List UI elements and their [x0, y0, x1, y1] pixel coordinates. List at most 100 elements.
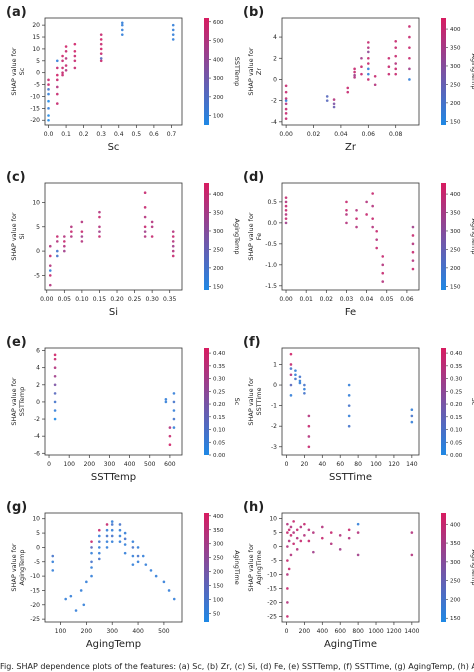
data-point: [61, 54, 64, 58]
data-point: [97, 534, 101, 538]
x-tick-label: 40: [318, 461, 326, 468]
figure-caption: Fig. SHAP dependence plots of the featur…: [0, 662, 474, 671]
y-tick-label: -2: [34, 416, 40, 423]
data-point: [411, 225, 415, 229]
data-point: [284, 221, 288, 225]
colorbar-tick-label: 250: [450, 579, 461, 585]
data-point: [375, 229, 378, 233]
data-point: [289, 534, 293, 537]
x-tick-label: 500: [158, 628, 170, 635]
data-point: [353, 76, 356, 79]
y-tick-label: 5: [36, 58, 40, 65]
data-point: [131, 546, 135, 549]
data-point: [53, 392, 57, 395]
data-point: [284, 200, 288, 204]
y-tick-label: 20: [32, 22, 40, 29]
colorbar-tick-label: 200: [213, 95, 224, 101]
x-tick-label: 0.00: [279, 296, 293, 303]
y-tick-label: 15: [32, 34, 40, 41]
data-point: [289, 553, 293, 557]
colorbar-tick-label: 0.25: [450, 389, 463, 395]
x-tick-label: 0.02: [307, 131, 321, 138]
data-point: [64, 64, 68, 67]
x-tick-label: 400: [317, 628, 329, 635]
data-point: [64, 57, 68, 60]
y-tick-label: 5: [36, 530, 40, 537]
data-point: [53, 417, 57, 421]
data-point: [80, 230, 84, 233]
data-point: [164, 400, 168, 404]
data-point: [99, 33, 103, 36]
colorbar-tick-label: 0.05: [213, 440, 226, 446]
data-point: [162, 580, 166, 584]
colorbar-tick-label: 400: [450, 27, 461, 33]
data-point: [136, 554, 140, 558]
data-point: [381, 263, 385, 267]
y-tick-label: 5: [36, 224, 40, 231]
data-point: [411, 259, 415, 262]
data-point: [123, 531, 127, 535]
data-point: [345, 221, 348, 225]
x-tick-label: 0.25: [128, 296, 142, 303]
colorbar-tick-label: 150: [450, 284, 461, 290]
data-point: [375, 246, 378, 250]
data-point: [381, 271, 385, 275]
data-point: [97, 546, 101, 549]
data-point: [48, 274, 52, 277]
y-tick-label: 1: [273, 361, 277, 368]
data-point: [394, 72, 398, 76]
x-tick-label: 0.6: [149, 131, 159, 138]
data-point: [284, 99, 288, 102]
data-point: [353, 70, 356, 74]
data-point: [131, 563, 135, 566]
data-point: [325, 99, 329, 102]
data-point: [73, 66, 77, 70]
data-point: [120, 21, 124, 25]
data-point: [74, 609, 78, 612]
data-point: [292, 542, 295, 546]
y-tick-label: 4: [36, 365, 40, 372]
data-point: [51, 554, 55, 558]
y-axis-label: SHAP value forFe: [247, 212, 263, 261]
data-point: [110, 523, 114, 526]
data-point: [307, 414, 311, 418]
data-point: [99, 42, 103, 46]
y-axis-label: SHAP value forAgingTime: [247, 543, 263, 592]
data-point: [355, 217, 358, 220]
x-tick-label: 60: [336, 461, 344, 468]
plot-frame: [44, 17, 183, 126]
data-point: [289, 373, 293, 377]
x-tick-label: 200: [84, 461, 96, 468]
panel-label: (a): [6, 5, 27, 20]
data-point: [365, 213, 368, 216]
x-axis-label: AgingTime: [324, 639, 377, 650]
data-point: [105, 534, 109, 538]
x-tick-label: 0.05: [58, 296, 72, 303]
data-point: [99, 59, 103, 63]
data-point: [118, 523, 122, 526]
colorbar-tick-label: 0.40: [450, 351, 463, 357]
data-point: [411, 242, 415, 246]
data-point: [410, 531, 414, 534]
colorbar-tick-label: 400: [450, 192, 461, 198]
data-point: [284, 117, 288, 120]
y-axis-label-line: SHAP value for: [10, 47, 18, 96]
y-axis-label: SHAP value forSSTTemp: [10, 377, 26, 426]
data-point: [90, 574, 93, 578]
y-tick-label: 0: [36, 399, 40, 406]
x-tick-label: 0.05: [380, 296, 394, 303]
data-point: [55, 240, 59, 243]
data-point: [53, 353, 57, 357]
data-point: [287, 567, 291, 571]
data-point: [70, 235, 73, 238]
data-point: [55, 73, 59, 77]
y-tick-label: -10: [30, 93, 40, 100]
data-point: [367, 41, 370, 44]
data-point: [136, 546, 140, 549]
plot-frame: [281, 182, 420, 291]
data-point: [371, 192, 374, 195]
data-point: [53, 383, 57, 387]
y-tick-label: 0.5: [267, 199, 277, 206]
data-point: [289, 383, 293, 387]
colorbar-tick-label: 400: [213, 514, 224, 520]
